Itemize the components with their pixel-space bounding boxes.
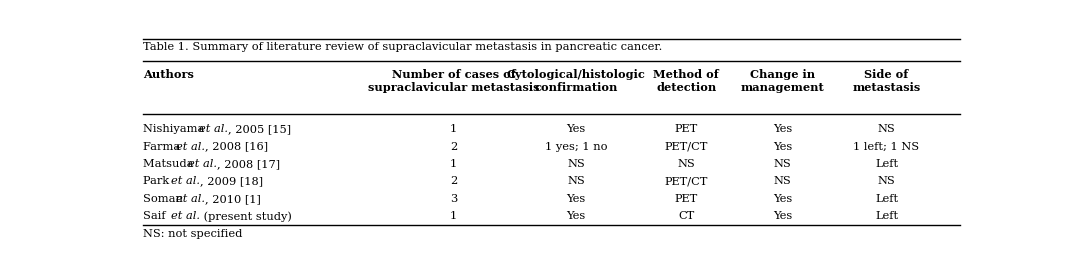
Text: Method of
detection: Method of detection (653, 69, 719, 93)
Text: NS: NS (567, 159, 585, 169)
Text: Saif: Saif (143, 211, 169, 221)
Text: PET: PET (675, 124, 698, 134)
Text: Farma: Farma (143, 142, 184, 152)
Text: et al.: et al. (199, 124, 228, 134)
Text: Yes: Yes (773, 142, 792, 152)
Text: 1 yes; 1 no: 1 yes; 1 no (544, 142, 607, 152)
Text: 1: 1 (450, 124, 457, 134)
Text: et al.: et al. (171, 211, 200, 221)
Text: 1: 1 (450, 211, 457, 221)
Text: Table 1. Summary of literature review of supraclavicular metastasis in pancreati: Table 1. Summary of literature review of… (143, 42, 662, 52)
Text: et al.: et al. (171, 176, 200, 186)
Text: Nishiyama: Nishiyama (143, 124, 208, 134)
Text: Left: Left (875, 211, 898, 221)
Text: PET/CT: PET/CT (665, 142, 708, 152)
Text: 3: 3 (450, 194, 457, 204)
Text: Yes: Yes (566, 211, 585, 221)
Text: Yes: Yes (773, 211, 792, 221)
Text: Authors: Authors (143, 69, 194, 80)
Text: 1 left; 1 NS: 1 left; 1 NS (853, 142, 920, 152)
Text: Left: Left (875, 194, 898, 204)
Text: Side of
metastasis: Side of metastasis (852, 69, 921, 93)
Text: et al.: et al. (176, 142, 206, 152)
Text: NS: NS (774, 176, 791, 186)
Text: NS: NS (678, 159, 695, 169)
Text: PET/CT: PET/CT (665, 176, 708, 186)
Text: et al.: et al. (187, 159, 216, 169)
Text: NS: NS (774, 159, 791, 169)
Text: 2: 2 (450, 176, 457, 186)
Text: Cytological/histologic
confirmation: Cytological/histologic confirmation (507, 69, 646, 93)
Text: NS: NS (878, 176, 895, 186)
Text: et al.: et al. (176, 194, 206, 204)
Text: Left: Left (875, 159, 898, 169)
Text: , 2009 [18]: , 2009 [18] (200, 176, 263, 186)
Text: , 2008 [17]: , 2008 [17] (216, 159, 280, 169)
Text: Change in
management: Change in management (740, 69, 824, 93)
Text: Soman: Soman (143, 194, 186, 204)
Text: NS: not specified: NS: not specified (143, 228, 242, 239)
Text: NS: NS (878, 124, 895, 134)
Text: , 2010 [1]: , 2010 [1] (206, 194, 261, 204)
Text: Yes: Yes (566, 124, 585, 134)
Text: Number of cases of
supraclavicular metastasis: Number of cases of supraclavicular metas… (368, 69, 539, 93)
Text: 1: 1 (450, 159, 457, 169)
Text: Matsuda: Matsuda (143, 159, 197, 169)
Text: Park: Park (143, 176, 172, 186)
Text: (present study): (present study) (200, 211, 292, 222)
Text: , 2005 [15]: , 2005 [15] (228, 124, 291, 134)
Text: , 2008 [16]: , 2008 [16] (206, 142, 269, 152)
Text: 2: 2 (450, 142, 457, 152)
Text: CT: CT (678, 211, 694, 221)
Text: PET: PET (675, 194, 698, 204)
Text: NS: NS (567, 176, 585, 186)
Text: Yes: Yes (773, 194, 792, 204)
Text: Yes: Yes (566, 194, 585, 204)
Text: Yes: Yes (773, 124, 792, 134)
